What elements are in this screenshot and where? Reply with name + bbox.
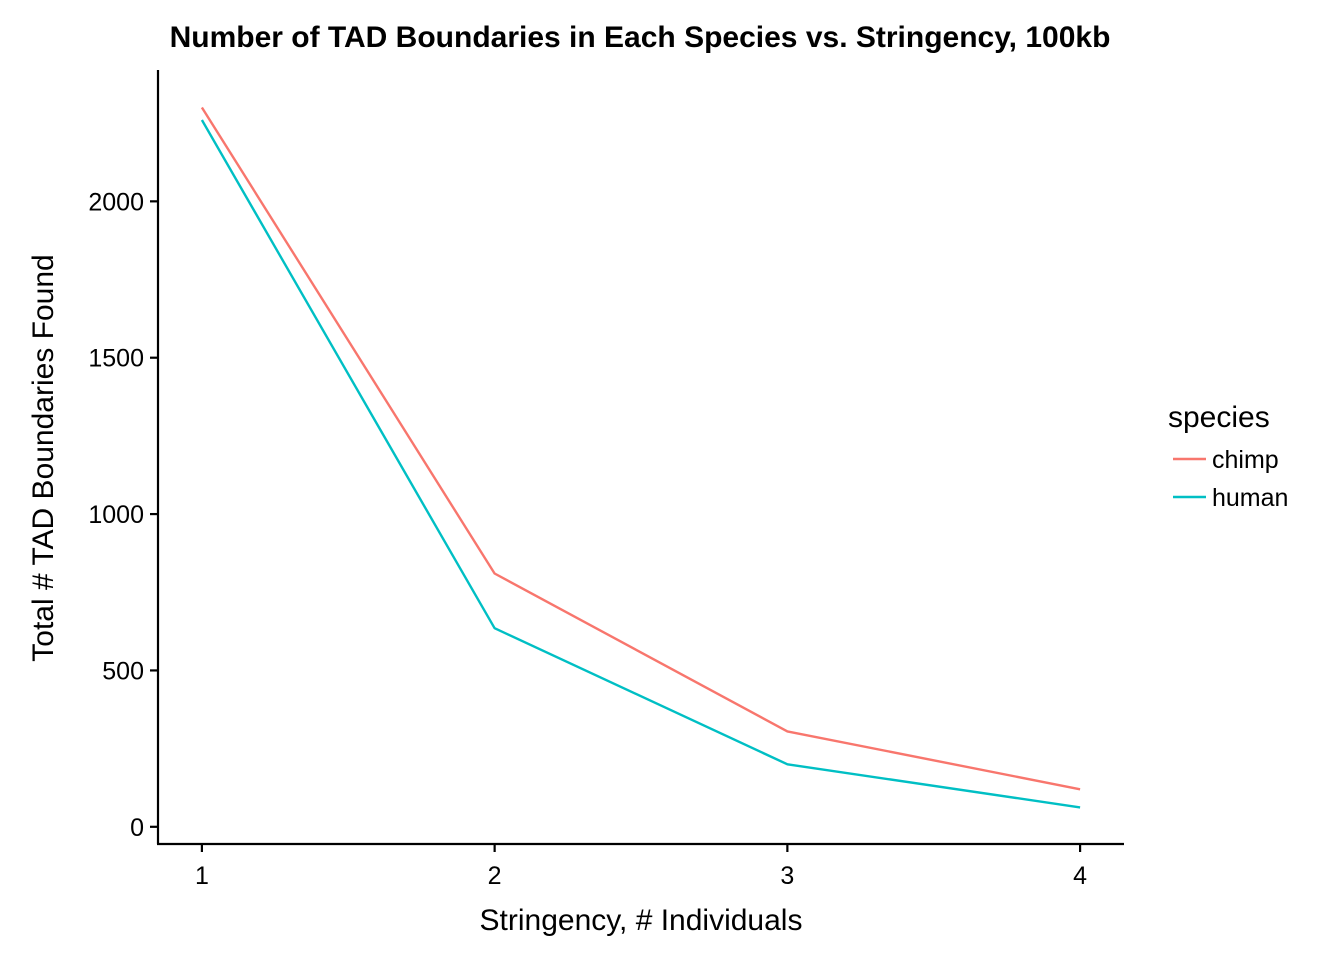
y-tick-label: 1000 [88, 501, 144, 529]
plot-area: 0 500 1000 1500 2000 1 2 3 4 [88, 70, 1124, 890]
x-tick-label: 2 [488, 862, 502, 890]
legend-label-human: human [1212, 484, 1288, 512]
series-line-human [200, 119, 1081, 809]
y-axis-title: Total # TAD Boundaries Found [27, 254, 60, 661]
legend: species chimp human [1168, 401, 1288, 512]
y-tick-label: 2000 [88, 188, 144, 216]
chart-title: Number of TAD Boundaries in Each Species… [170, 21, 1111, 54]
series-line-chimp [200, 106, 1081, 791]
y-tick-label: 1500 [88, 345, 144, 373]
y-axis-ticks: 0 500 1000 1500 2000 [88, 188, 158, 842]
series-layer [200, 106, 1081, 809]
y-tick-label: 0 [130, 814, 144, 842]
x-tick-label: 3 [780, 862, 794, 890]
legend-items: chimp human [1173, 446, 1288, 512]
x-axis-title: Stringency, # Individuals [480, 904, 803, 937]
x-tick-label: 4 [1073, 862, 1087, 890]
x-tick-label: 1 [195, 862, 209, 890]
legend-label-chimp: chimp [1212, 446, 1279, 474]
y-tick-label: 500 [102, 657, 144, 685]
x-axis-ticks: 1 2 3 4 [195, 844, 1087, 890]
legend-title: species [1168, 401, 1270, 434]
